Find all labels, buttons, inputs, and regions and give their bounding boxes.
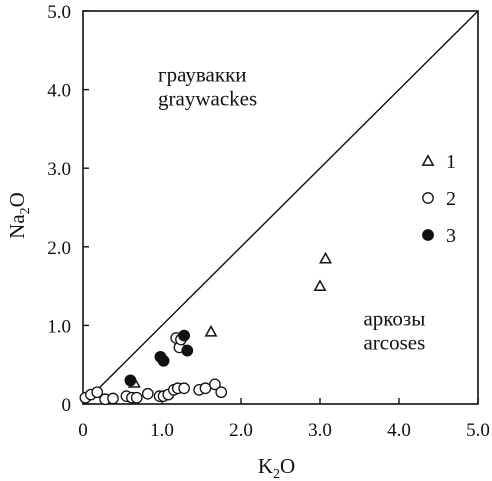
reference-line xyxy=(82,10,479,405)
data-point-series-2 xyxy=(107,392,119,405)
y-axis-title: Na2O xyxy=(5,192,33,239)
data-point-series-1 xyxy=(313,279,327,292)
data-point-series-3 xyxy=(178,329,191,342)
data-point-series-2 xyxy=(209,378,221,391)
legend-marker-2 xyxy=(422,192,434,204)
data-point-series-2 xyxy=(141,387,154,400)
legend-label-3: 3 xyxy=(446,225,456,247)
x-tick-label: 1.0 xyxy=(150,420,174,441)
data-point-series-3 xyxy=(181,344,194,357)
x-tick-label: 3.0 xyxy=(308,420,332,441)
data-point-series-2 xyxy=(178,382,190,395)
data-point-series-2 xyxy=(215,386,228,399)
x-axis-title: K2O xyxy=(258,454,295,481)
y-tick-label: 5.0 xyxy=(47,2,71,23)
x-tick-label: 5.0 xyxy=(466,420,490,441)
axes xyxy=(82,10,479,405)
region-label-graywackes: граувакки xyxy=(158,63,246,87)
plot-frame xyxy=(82,10,479,405)
data-points xyxy=(79,251,333,406)
y-tick-label: 3.0 xyxy=(47,159,71,180)
x-tick-label: 4.0 xyxy=(387,420,411,441)
data-point-series-3 xyxy=(157,354,170,367)
legend-marker-3 xyxy=(422,229,434,241)
region-label-arcoses: arcoses xyxy=(363,330,425,354)
region-label-arcoses: аркозы xyxy=(363,306,425,330)
data-point-series-1 xyxy=(319,251,333,264)
data-point-series-2 xyxy=(91,386,104,399)
y-tick-label: 4.0 xyxy=(47,81,71,102)
data-point-series-1 xyxy=(204,324,218,337)
legend-label-2: 2 xyxy=(446,188,456,210)
y-tick-label: 2.0 xyxy=(47,238,71,259)
legend-marker-1 xyxy=(421,154,435,166)
y-tick-label: 1.0 xyxy=(47,316,71,337)
region-label-graywackes: graywackes xyxy=(158,87,257,111)
chart-labels: 0 1.0 2.0 3.0 4.0 5.0 0 1.0 2.0 3.0 4.0 5.0 K2O Na2O г… xyxy=(5,2,490,481)
y-tick-label: 0 xyxy=(62,395,72,416)
data-point-series-2 xyxy=(130,391,143,404)
data-point-series-3 xyxy=(124,374,137,387)
x-tick-label: 0 xyxy=(78,420,88,441)
legend-label-1: 1 xyxy=(446,151,456,173)
x-tick-label: 2.0 xyxy=(229,420,253,441)
